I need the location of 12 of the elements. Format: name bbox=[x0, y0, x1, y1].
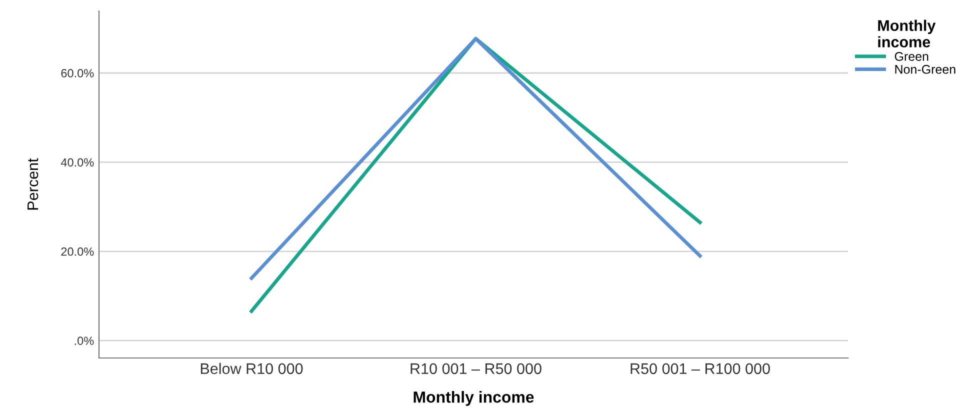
x-tick-label: R50 001 – R100 000 bbox=[630, 363, 770, 374]
x-tick-label: R10 001 – R50 000 bbox=[410, 363, 542, 374]
y-tick-label: 20.0% bbox=[61, 247, 94, 256]
y-axis-title: Percent bbox=[28, 158, 38, 210]
x-tick-label: Below R10 000 bbox=[200, 362, 303, 374]
legend-title: Monthly income bbox=[878, 20, 936, 48]
legend-label: Green bbox=[894, 52, 928, 61]
y-tick-label: 40.0% bbox=[60, 158, 94, 167]
y-tick-label: .0% bbox=[74, 336, 94, 345]
y-tick-label: 60.0% bbox=[61, 69, 94, 78]
x-axis-title: Monthly income bbox=[414, 390, 534, 406]
legend-label: Non-Green bbox=[895, 64, 956, 74]
